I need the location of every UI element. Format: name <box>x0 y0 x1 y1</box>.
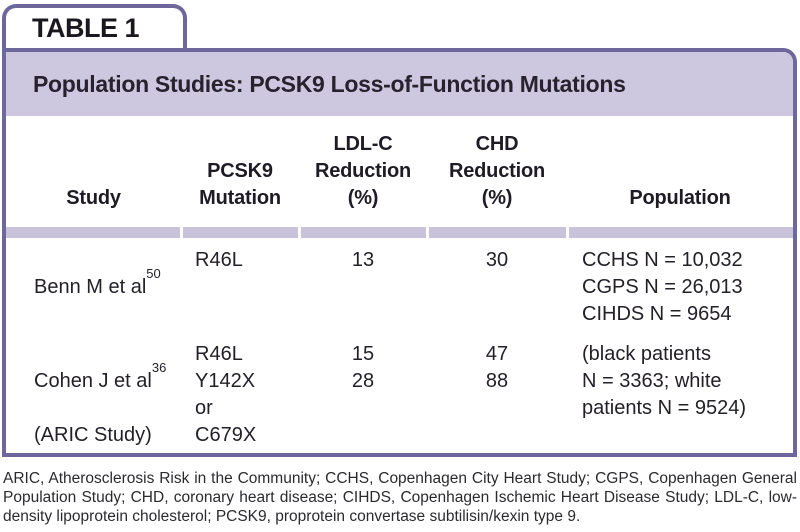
population-cell: (black patients N = 3363; white patients… <box>582 343 746 419</box>
study-cell: Benn M et al50 <box>6 238 181 337</box>
column-header-chd-reduction: CHD Reduction (%) <box>449 133 545 209</box>
reference-superscript: 50 <box>146 266 161 282</box>
table-panel: Population Studies: PCSK9 Loss-of-Functi… <box>2 48 797 457</box>
data-table: Study PCSK9 Mutation LDL-C Reduction (%)… <box>6 116 793 453</box>
column-header-pcsk9-mutation: PCSK9 Mutation <box>199 160 281 209</box>
header-separator-band <box>6 227 793 238</box>
mutation-cell: R46L <box>195 249 243 271</box>
table-number-label: TABLE 1 <box>32 12 140 43</box>
reference-superscript: 36 <box>151 360 167 376</box>
mutation-cell: R46L Y142X or C679X <box>195 343 257 446</box>
table-footnote: ARIC, Atherosclerosis Risk in the Commun… <box>3 470 797 525</box>
column-header-study: Study <box>66 187 121 209</box>
ldl-reduction-cell: 13 <box>351 249 375 271</box>
table-row: Cohen J et al36 (ARIC Study) R46L Y142X … <box>6 337 793 453</box>
study-subtitle: (ARIC Study) <box>34 424 152 446</box>
population-cell: CCHS N = 10,032 CGPS N = 26,013 CIHDS N … <box>582 249 743 325</box>
chd-reduction-cell: 30 <box>485 249 509 271</box>
study-name: Cohen J et al <box>34 370 152 392</box>
column-header-population: Population <box>629 187 731 209</box>
column-header-ldl-reduction: LDL-C Reduction (%) <box>315 133 411 209</box>
ldl-reduction-cell: 15 28 <box>351 343 375 392</box>
study-cell: Cohen J et al36 (ARIC Study) <box>6 337 181 453</box>
study-name: Benn M et al <box>34 276 147 298</box>
table-number-tab: TABLE 1 <box>2 4 187 48</box>
table-title-bar: Population Studies: PCSK9 Loss-of-Functi… <box>6 52 793 116</box>
table-title: Population Studies: PCSK9 Loss-of-Functi… <box>33 70 626 97</box>
chd-reduction-cell: 47 88 <box>485 343 509 392</box>
table-row: Benn M et al50 R46L 13 30 CCHS N = 10,03… <box>6 238 793 337</box>
header-row: Study PCSK9 Mutation LDL-C Reduction (%)… <box>6 116 793 227</box>
